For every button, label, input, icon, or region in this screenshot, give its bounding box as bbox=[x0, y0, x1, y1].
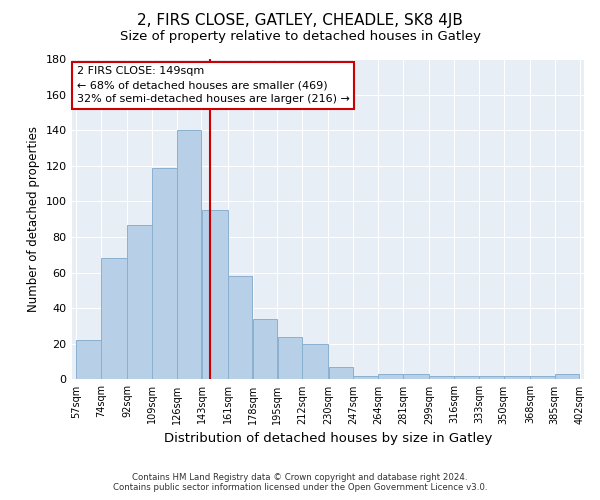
Bar bbox=[76, 340, 101, 380]
Bar bbox=[403, 374, 429, 380]
Bar bbox=[152, 168, 176, 380]
Bar bbox=[278, 336, 302, 380]
Bar bbox=[430, 376, 454, 380]
Bar bbox=[378, 374, 403, 380]
Text: Contains HM Land Registry data © Crown copyright and database right 2024.
Contai: Contains HM Land Registry data © Crown c… bbox=[113, 473, 487, 492]
Bar bbox=[454, 376, 479, 380]
Bar bbox=[202, 210, 227, 380]
Bar bbox=[353, 376, 378, 380]
Text: 2, FIRS CLOSE, GATLEY, CHEADLE, SK8 4JB: 2, FIRS CLOSE, GATLEY, CHEADLE, SK8 4JB bbox=[137, 12, 463, 28]
Bar bbox=[127, 224, 152, 380]
Bar bbox=[530, 376, 554, 380]
Text: 2 FIRS CLOSE: 149sqm
← 68% of detached houses are smaller (469)
32% of semi-deta: 2 FIRS CLOSE: 149sqm ← 68% of detached h… bbox=[77, 66, 350, 104]
Bar bbox=[329, 367, 353, 380]
Bar bbox=[479, 376, 503, 380]
Y-axis label: Number of detached properties: Number of detached properties bbox=[27, 126, 40, 312]
Bar bbox=[101, 258, 127, 380]
Bar bbox=[228, 276, 253, 380]
Bar bbox=[253, 319, 277, 380]
Bar bbox=[555, 374, 580, 380]
Bar bbox=[504, 376, 530, 380]
Bar bbox=[302, 344, 328, 380]
Bar bbox=[177, 130, 202, 380]
X-axis label: Distribution of detached houses by size in Gatley: Distribution of detached houses by size … bbox=[164, 432, 492, 445]
Text: Size of property relative to detached houses in Gatley: Size of property relative to detached ho… bbox=[119, 30, 481, 43]
